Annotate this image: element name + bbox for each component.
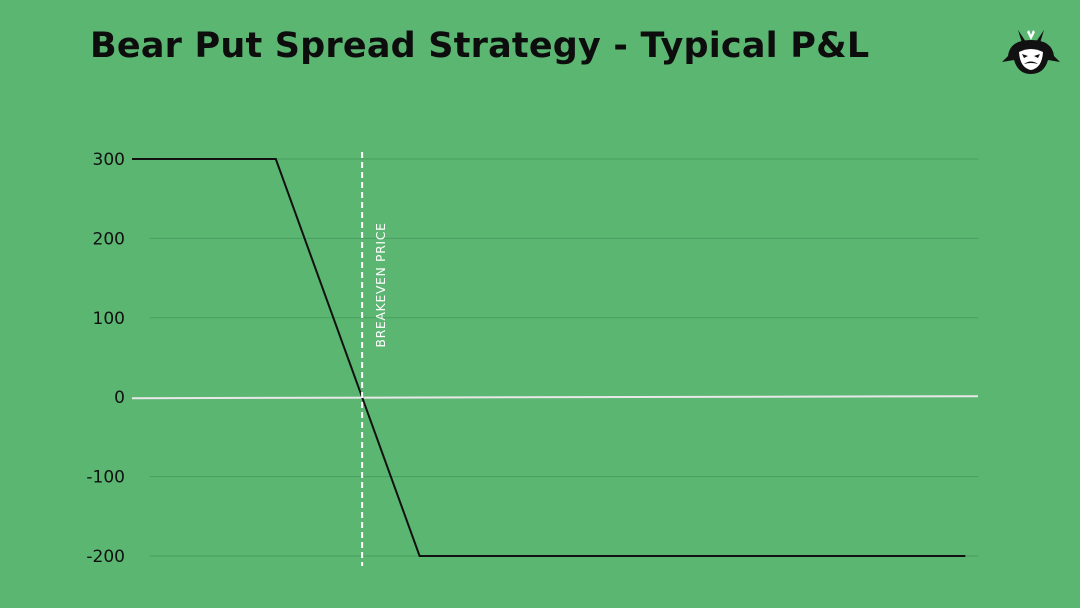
breakeven-annotation: BREAKEVEN PRICE [361,152,388,566]
samurai-logo-icon [1000,26,1062,78]
y-tick-label: 100 [93,309,125,329]
series [132,158,966,557]
y-tick-label: -100 [86,468,125,488]
y-tick-label: 0 [114,388,125,408]
y-tick-label: -200 [86,547,125,567]
page-title: Bear Put Spread Strategy - Typical P&L [90,26,870,66]
y-axis: 300 200 100 0 -100 -200 [86,150,125,567]
gridlines [150,158,978,557]
breakeven-label: BREAKEVEN PRICE [373,222,388,347]
pnl-line [132,158,966,557]
y-tick-label: 200 [93,229,125,249]
zero-line [131,395,979,400]
y-tick-label: 300 [93,150,125,170]
